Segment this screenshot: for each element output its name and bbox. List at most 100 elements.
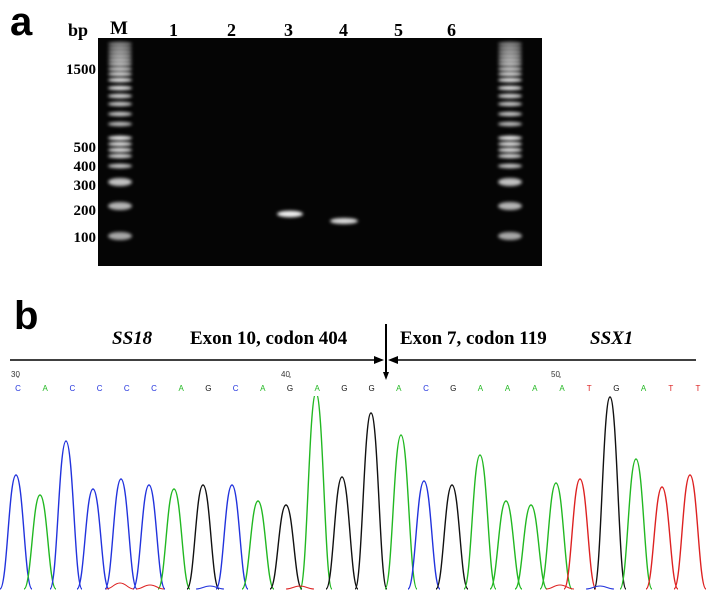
trace-peak [463,454,497,590]
ladder-right [498,41,522,240]
ladder-label-300: 300 [73,178,97,194]
trace-peak [76,488,110,590]
band-lane-3 [277,210,303,218]
ladder-label-1500: 1500 [66,62,96,78]
ladder-band [108,135,132,141]
ladder-band [498,232,522,240]
base-call: C [15,384,21,393]
gel-image [98,38,542,266]
trace-peak [23,494,57,590]
trace-noise [545,584,575,590]
base-call: A [559,384,565,393]
ladder-band [108,121,132,127]
base-call: G [341,384,348,393]
ladder-label-400: 400 [73,159,97,175]
ladder-band [498,111,522,117]
base-call: T [586,384,592,393]
ladder-band [108,153,132,159]
ladder-band [108,147,132,153]
base-call: A [178,384,184,393]
trace-peak [186,484,220,590]
breakpoint-arrows [10,324,696,380]
ladder-band [498,141,522,147]
trace-peak [619,458,653,590]
trace-peak [354,412,388,590]
base-call: C [123,384,130,393]
ladder-band [498,41,522,47]
trace-peak [104,478,138,590]
exon-label-left: Exon 10, codon 404 [190,328,348,349]
ladder-band [108,57,132,63]
trace-noise [285,585,315,590]
ladder-label-100: 100 [73,230,97,246]
base-call: C [96,384,103,393]
ladder-band [498,66,522,72]
trace-noise [585,585,615,590]
ladder-band [108,202,132,210]
lane-label-1: 1 [169,20,178,40]
trace-peak [514,504,548,590]
trace-peak [132,484,166,590]
trace-peak [673,474,707,590]
ladder-band [108,141,132,147]
ladder-band [498,101,522,107]
trace-peak [539,482,573,590]
base-call: C [232,384,239,393]
ladder-left [108,41,132,240]
base-call: G [450,384,457,393]
ladder-label-200: 200 [73,203,97,219]
base-call: A [477,384,484,393]
ladder-band [108,232,132,240]
band-lane-4 [330,218,358,224]
ladder-band [498,135,522,141]
base-call: C [151,384,157,393]
ladder-band [498,85,522,91]
base-call: A [42,384,48,393]
ladder-band [108,77,132,83]
base-call: G [368,384,375,393]
lane-label-5: 5 [394,20,403,40]
ladder-band [498,61,522,67]
ladder-band [498,121,522,127]
trace-peak [241,500,275,590]
trace-peak [563,478,597,590]
base-call: C [69,384,76,393]
ladder-band [498,163,522,169]
trace-peak [489,500,523,590]
base-call: A [260,384,266,393]
ladder-band [108,45,132,51]
ladder-band [108,53,132,59]
ladder-band [108,85,132,91]
trace-peak [593,396,627,590]
ladder-band [498,202,522,210]
trace-noise [135,584,165,590]
lane-label-2: 2 [227,20,236,40]
ladder-band [498,53,522,59]
ladder-band [108,49,132,55]
gene-label-ss18: SS18 [112,328,153,349]
trace-peak [0,474,33,590]
ladder-band [498,71,522,77]
ladder-band [498,49,522,55]
ladder-band [108,93,132,99]
trace-peak [435,484,469,590]
trace-peak [215,484,249,590]
chromatogram [0,396,707,590]
base-call: A [504,384,511,393]
base-call: A [532,384,538,393]
position-50: 50 [551,370,560,379]
position-ticks [17,376,561,378]
panel-b-letter: b [14,294,39,338]
trace-peak [157,488,191,590]
lane-label-3: 3 [284,20,293,40]
gel-bands [108,41,522,240]
ladder-band [108,111,132,117]
base-call: T [695,384,701,393]
position-30: 30 [11,370,20,379]
ladder-band [498,57,522,63]
trace-peak [49,440,83,590]
trace-peak [299,396,333,590]
base-call: A [396,384,402,393]
bp-label: bp [68,20,89,40]
